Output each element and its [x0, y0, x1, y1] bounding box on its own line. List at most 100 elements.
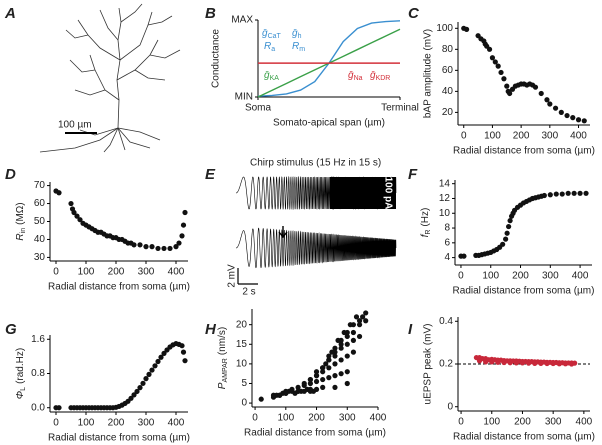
y-tick-label: 50 — [34, 216, 46, 227]
data-point — [143, 244, 149, 250]
data-point — [347, 322, 353, 328]
data-point — [341, 329, 347, 336]
y-axis-label: Rin (MΩ) — [15, 202, 28, 240]
data-point — [338, 371, 344, 377]
data-point — [155, 358, 161, 365]
x-tick-label: 100 — [484, 131, 501, 142]
x-tick-label: 300 — [545, 417, 562, 428]
x-tick-label: 100 — [78, 418, 95, 429]
data-point — [332, 345, 338, 351]
data-point — [556, 361, 562, 367]
annotation-sub: Na — [354, 75, 363, 82]
data-point — [513, 360, 519, 366]
data-point — [575, 117, 582, 123]
data-point — [176, 240, 182, 246]
data-point — [562, 361, 569, 367]
data-point — [289, 386, 295, 392]
x-axis-label: Radial distance from soma (µm) — [453, 146, 595, 157]
panel-label: A — [4, 5, 16, 22]
data-point — [313, 373, 320, 379]
annotation-symbol: ḡ — [370, 70, 376, 81]
stimulus-dense — [330, 177, 396, 209]
data-point — [131, 242, 137, 248]
data-point — [461, 253, 467, 259]
x-tick-label: 300 — [542, 271, 559, 282]
y-tick-label: 0.4 — [439, 316, 453, 327]
x-tick-label: 400 — [370, 413, 387, 424]
data-point — [329, 349, 335, 355]
data-point — [483, 359, 489, 365]
data-point — [128, 395, 134, 401]
y-axis-label-unit: (Hz) — [420, 208, 431, 227]
data-point — [326, 365, 332, 371]
y-axis-label-sub: in — [20, 228, 27, 234]
y-axis-label: ΦL (rad.Hz) — [15, 348, 28, 399]
data-point — [547, 101, 553, 107]
x-tick-label: 300 — [138, 267, 155, 278]
y-tick-label: 4 — [444, 252, 450, 263]
data-point — [489, 359, 495, 365]
data-point — [326, 353, 332, 359]
x-tick-label: 200 — [512, 271, 529, 282]
y-axis-label: Conductance — [211, 29, 222, 88]
data-point — [71, 209, 77, 216]
x-tick-label: 0 — [53, 418, 59, 429]
panel-label: I — [408, 321, 413, 338]
data-point — [498, 69, 504, 76]
y-tick-label: 40 — [34, 234, 46, 245]
data-point — [553, 191, 559, 197]
data-point — [320, 369, 326, 375]
data-point — [161, 245, 167, 252]
x-tick-label: 0 — [53, 267, 59, 278]
data-point — [338, 357, 344, 363]
data-point — [131, 392, 137, 398]
y-axis-label: PAMPAR (nm/s) — [217, 327, 230, 389]
data-point — [313, 369, 320, 375]
data-point — [570, 115, 576, 121]
x-tick-label: 300 — [138, 418, 155, 429]
annotation-symbol: ḡ — [264, 70, 270, 81]
x-tick-label: Terminal — [381, 103, 419, 114]
data-point — [476, 358, 483, 364]
scale-bar-label: 100 µm — [58, 120, 92, 131]
data-point — [146, 371, 152, 377]
x-tick-label: 0 — [461, 131, 467, 142]
annotation-sub: KDR — [376, 75, 391, 82]
data-point — [332, 384, 338, 390]
data-point — [464, 26, 470, 32]
x-tick-label: 0 — [458, 417, 464, 428]
annotation: Rm — [292, 41, 305, 54]
annotation-sub: KA — [270, 75, 280, 82]
data-point — [495, 63, 501, 69]
annotation: ḡCaT — [262, 28, 282, 41]
y-tick-label: 0.0 — [31, 402, 45, 413]
data-point — [270, 394, 277, 400]
y-tick-label: 10 — [439, 208, 451, 219]
x-tick-label: 400 — [576, 417, 593, 428]
panel-label: F — [408, 166, 418, 183]
data-point — [180, 349, 187, 355]
x-tick-label: 200 — [108, 267, 125, 278]
x-axis-label: Radial distance from soma (µm) — [453, 286, 595, 297]
annotation-symbol: ḡ — [292, 28, 298, 39]
data-point — [550, 360, 556, 367]
data-point — [489, 55, 496, 61]
data-point — [56, 405, 62, 411]
y-tick-label: 0.8 — [31, 368, 45, 379]
data-point — [344, 341, 350, 347]
data-point — [538, 360, 544, 366]
y-axis-label-unit: (MΩ) — [15, 202, 26, 224]
data-point — [77, 217, 83, 223]
data-point — [167, 245, 173, 252]
x-tick-label: 0 — [252, 413, 258, 424]
y-tick-label: 6 — [444, 237, 450, 248]
y-tick-label: 1.6 — [31, 334, 45, 345]
arrow — [278, 226, 288, 239]
data-point — [504, 83, 510, 89]
y-tick-label: 30 — [34, 252, 46, 263]
y-tick-label: 20 — [236, 319, 248, 330]
data-point — [137, 385, 143, 391]
x-axis-label: Somato-apical span (µm) — [273, 118, 385, 129]
x-tick-label: 200 — [514, 417, 531, 428]
